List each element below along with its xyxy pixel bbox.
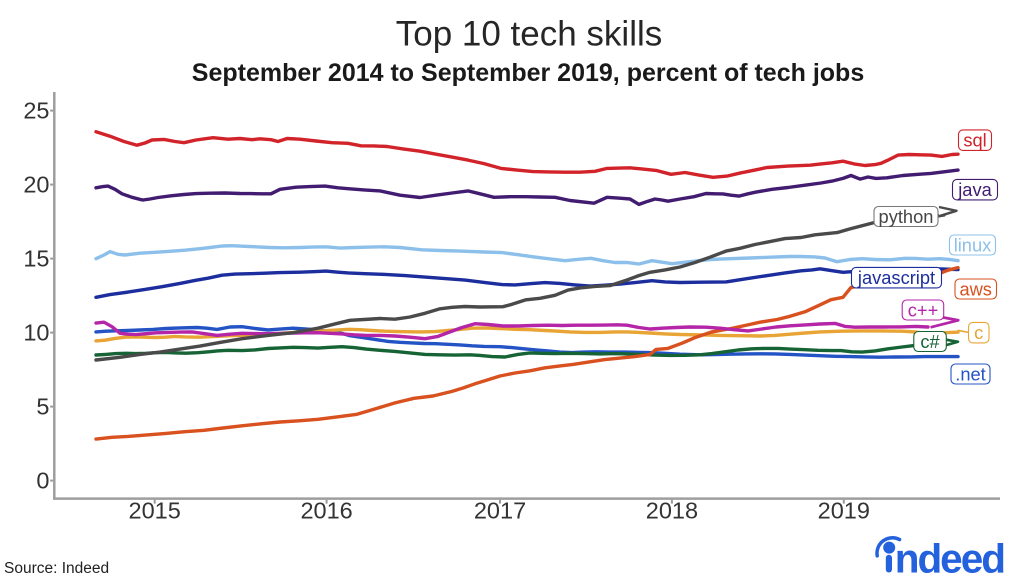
svg-text:c: c xyxy=(974,322,983,343)
svg-text:2018: 2018 xyxy=(646,498,698,524)
svg-text:25: 25 xyxy=(23,98,49,124)
svg-text:.net: .net xyxy=(955,363,986,384)
svg-text:python: python xyxy=(879,206,934,227)
svg-text:java: java xyxy=(957,179,992,200)
svg-text:javascript: javascript xyxy=(857,267,935,288)
svg-text:5: 5 xyxy=(36,394,49,420)
svg-text:sql: sql xyxy=(963,130,986,151)
svg-text:linux: linux xyxy=(954,234,992,255)
svg-text:c#: c# xyxy=(920,331,940,352)
svg-text:2017: 2017 xyxy=(474,498,526,524)
svg-text:Top 10 tech skills: Top 10 tech skills xyxy=(396,15,663,54)
svg-text:September 2014 to September 20: September 2014 to September 2019, percen… xyxy=(192,59,864,87)
svg-text:ndeed: ndeed xyxy=(895,535,1005,581)
svg-text:10: 10 xyxy=(23,320,49,346)
svg-text:aws: aws xyxy=(959,278,992,299)
svg-text:Source: Indeed: Source: Indeed xyxy=(4,560,109,577)
svg-text:2015: 2015 xyxy=(129,498,181,524)
svg-text:20: 20 xyxy=(23,172,49,198)
svg-text:15: 15 xyxy=(23,246,49,272)
svg-text:2016: 2016 xyxy=(300,498,352,524)
svg-text:c++: c++ xyxy=(908,299,939,320)
svg-text:0: 0 xyxy=(36,468,49,494)
svg-text:2019: 2019 xyxy=(818,498,870,524)
